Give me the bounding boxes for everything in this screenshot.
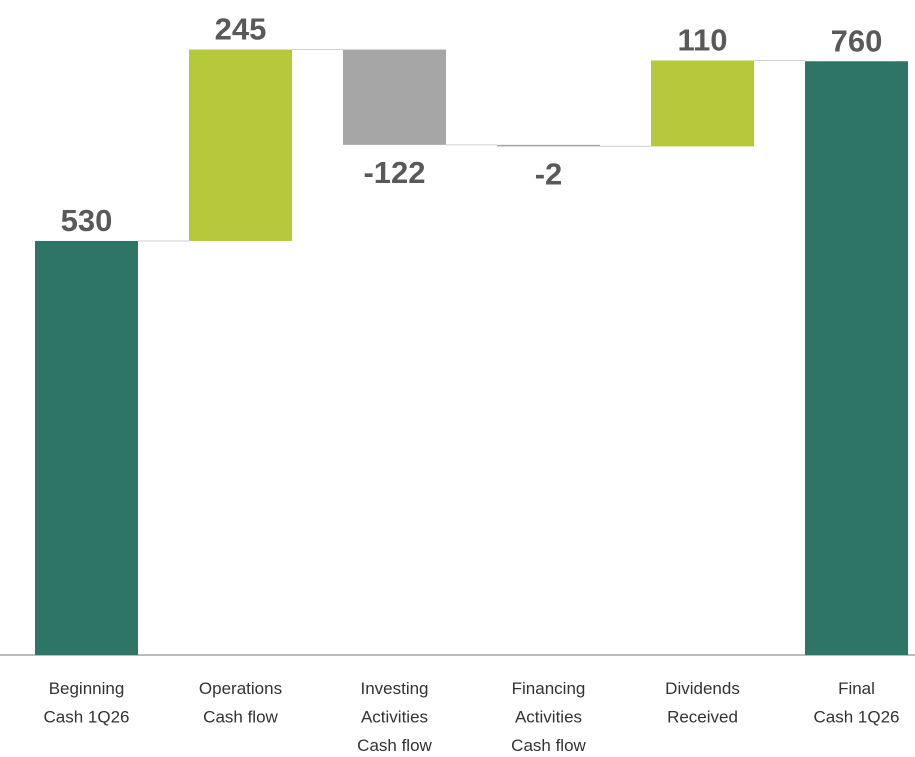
x-tick-label: Final [838,679,875,698]
x-tick-label: Cash flow [511,736,586,755]
x-tick-label: Investing [360,679,428,698]
x-tick-label: Beginning [49,679,125,698]
x-tick-label: Received [667,708,738,727]
data-label: 530 [61,203,113,238]
x-tick-label: Cash flow [203,708,278,727]
bar [35,240,138,655]
data-label: -122 [363,155,425,190]
x-tick-label: Dividends [665,679,740,698]
x-tick-label: Activities [515,708,582,727]
x-tick-label: Cash 1Q26 [814,708,900,727]
x-tick-label: Financing [512,679,586,698]
bar [651,60,754,147]
bar [497,144,600,147]
bar [343,49,446,145]
data-label: 245 [215,12,267,47]
bar [189,49,292,241]
x-tick-label: Activities [361,708,428,727]
data-label: -2 [535,156,563,191]
x-tick-label: Operations [199,679,282,698]
bar [805,61,908,655]
data-label: 760 [831,23,883,58]
data-label: 110 [677,22,727,57]
x-tick-label: Cash flow [357,736,432,755]
x-tick-label: Cash 1Q26 [44,708,130,727]
